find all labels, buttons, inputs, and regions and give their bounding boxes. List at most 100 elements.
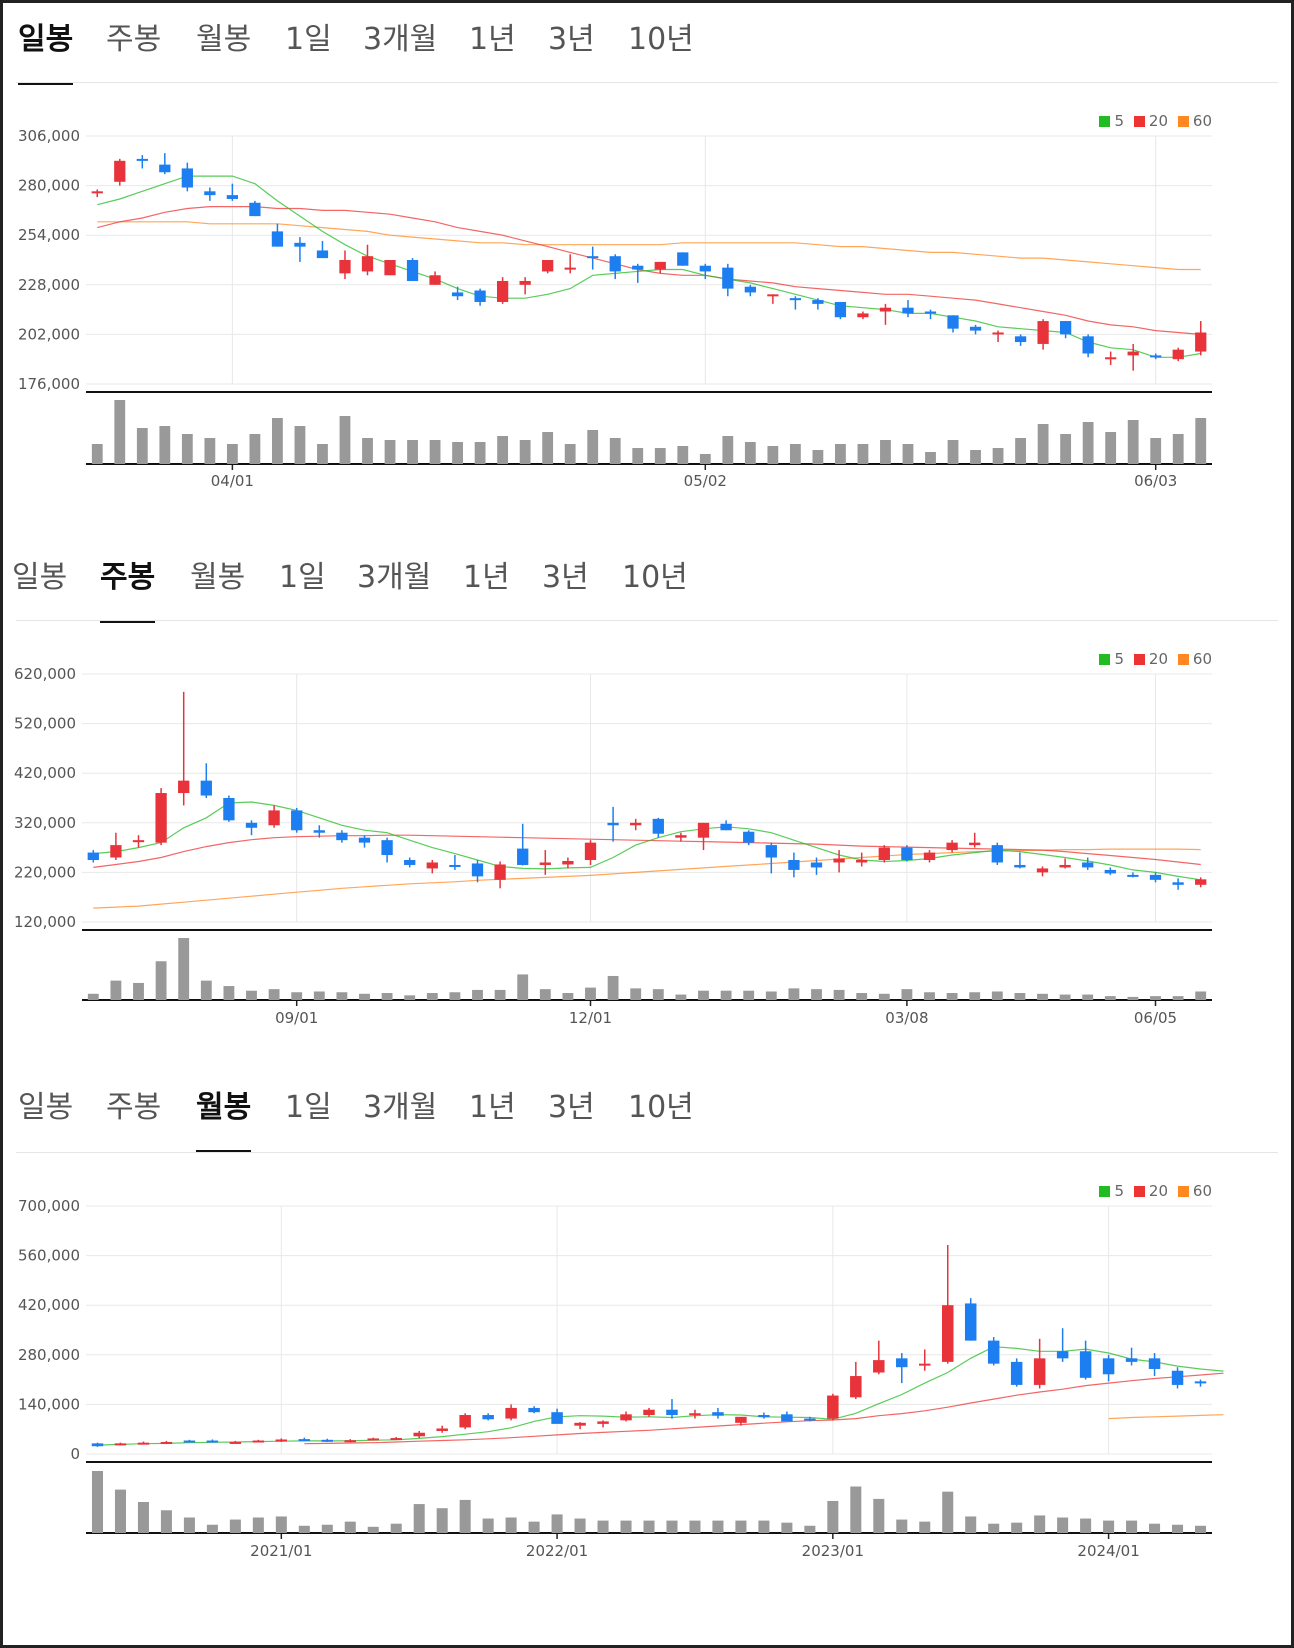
candle bbox=[735, 1416, 747, 1426]
candle bbox=[630, 818, 642, 831]
volume-bar bbox=[159, 426, 171, 464]
candle-body bbox=[471, 863, 484, 877]
tab-1day[interactable]: 1일 bbox=[285, 1090, 332, 1125]
tab-monthly[interactable]: 월봉 bbox=[190, 560, 246, 595]
candle-body bbox=[1172, 349, 1184, 360]
candle bbox=[482, 1413, 494, 1421]
candle bbox=[1104, 867, 1116, 875]
candle bbox=[226, 183, 239, 201]
candle-body bbox=[519, 280, 531, 285]
tab-1year[interactable]: 1년 bbox=[469, 22, 516, 57]
tab-3years[interactable]: 3년 bbox=[548, 22, 595, 57]
candle-body bbox=[1102, 1358, 1115, 1375]
candle bbox=[804, 1416, 816, 1422]
y-tick-label: 420,000 bbox=[14, 764, 76, 782]
tab-weekly[interactable]: 주봉 bbox=[106, 1090, 162, 1125]
candle-body bbox=[517, 848, 529, 865]
y-tick-label: 280,000 bbox=[18, 1346, 80, 1364]
tab-daily[interactable]: 일봉 bbox=[18, 1090, 74, 1125]
volume-bar bbox=[1057, 1517, 1069, 1533]
volume-bar bbox=[743, 990, 755, 1000]
tab-10years[interactable]: 10년 bbox=[628, 1090, 694, 1125]
candle-body bbox=[758, 1415, 770, 1418]
volume-bar bbox=[206, 1524, 218, 1533]
chart-panel-daily: 일봉 주봉 월봉 1일 3개월 1년 3년 10년 60 20 5 306,000 280,000 254… bbox=[0, 0, 1294, 530]
candle bbox=[87, 850, 99, 863]
tab-10years[interactable]: 10년 bbox=[628, 22, 694, 57]
x-tick-label: 09/01 bbox=[275, 1009, 318, 1027]
candle-body bbox=[919, 1363, 931, 1366]
candle-body bbox=[298, 1439, 311, 1442]
tab-monthly[interactable]: 월봉 bbox=[196, 1090, 252, 1125]
volume-bar bbox=[367, 1526, 379, 1533]
candle bbox=[539, 850, 551, 875]
tab-3months[interactable]: 3개월 bbox=[363, 1090, 438, 1125]
candle-body bbox=[1125, 1358, 1138, 1362]
candle bbox=[426, 860, 438, 874]
candle-body bbox=[677, 252, 689, 266]
candle-body bbox=[226, 195, 239, 199]
tab-1year[interactable]: 1년 bbox=[463, 560, 510, 595]
candle-body bbox=[781, 1414, 793, 1422]
tab-weekly[interactable]: 주봉 bbox=[106, 22, 162, 57]
volume-bar bbox=[1195, 418, 1207, 464]
candle-body bbox=[223, 798, 235, 821]
y-tick-label: 228,000 bbox=[18, 276, 80, 294]
candle-body bbox=[833, 858, 845, 863]
candle-body bbox=[964, 1303, 977, 1341]
candle bbox=[743, 830, 755, 846]
x-tick-label: 03/08 bbox=[885, 1009, 928, 1027]
y-tick-label: 700,000 bbox=[18, 1197, 80, 1215]
candle bbox=[110, 832, 122, 860]
candle-body bbox=[271, 231, 284, 247]
candle-body bbox=[137, 1442, 150, 1445]
volume-bar bbox=[137, 1502, 149, 1533]
tab-weekly[interactable]: 주봉 bbox=[100, 560, 156, 595]
candle bbox=[827, 1393, 839, 1421]
candle bbox=[252, 1439, 265, 1443]
volume-bar bbox=[482, 1518, 494, 1533]
tab-3months[interactable]: 3개월 bbox=[363, 22, 438, 57]
volume-bar bbox=[1127, 996, 1139, 1000]
candle bbox=[812, 298, 824, 310]
tab-3years[interactable]: 3년 bbox=[548, 1090, 595, 1125]
candle-body bbox=[856, 860, 868, 863]
candle-body bbox=[275, 1439, 288, 1442]
legend-swatch-ma5 bbox=[1099, 1186, 1110, 1197]
volume-bar bbox=[562, 993, 574, 1000]
tab-3months[interactable]: 3개월 bbox=[357, 560, 432, 595]
volume-bar bbox=[788, 988, 800, 1000]
candle bbox=[919, 1349, 931, 1371]
candle bbox=[1059, 321, 1072, 339]
candle bbox=[1102, 1354, 1115, 1382]
tab-1day[interactable]: 1일 bbox=[285, 22, 332, 57]
candle-body bbox=[344, 1440, 357, 1443]
tab-1day[interactable]: 1일 bbox=[279, 560, 326, 595]
legend-swatch-ma20 bbox=[1134, 654, 1145, 665]
candle-body bbox=[160, 1441, 173, 1444]
candle bbox=[275, 1438, 288, 1442]
candle-body bbox=[654, 261, 666, 270]
y-tick-label: 0 bbox=[70, 1445, 80, 1463]
tab-daily[interactable]: 일봉 bbox=[18, 22, 74, 57]
active-tab-underline bbox=[100, 620, 155, 623]
candle-body bbox=[291, 810, 303, 831]
tab-monthly[interactable]: 월봉 bbox=[196, 22, 252, 57]
candle bbox=[114, 1442, 127, 1446]
candle-body bbox=[643, 1409, 655, 1416]
volume-bar bbox=[1194, 1525, 1207, 1533]
candle bbox=[451, 286, 464, 301]
tab-daily[interactable]: 일봉 bbox=[12, 560, 68, 595]
candle-body bbox=[896, 1358, 908, 1368]
tab-3years[interactable]: 3년 bbox=[542, 560, 589, 595]
legend-swatch-ma60 bbox=[1178, 116, 1189, 127]
tab-1year[interactable]: 1년 bbox=[469, 1090, 516, 1125]
candle bbox=[1127, 872, 1139, 878]
volume-bar bbox=[229, 1519, 241, 1533]
tab-10years[interactable]: 10년 bbox=[622, 560, 688, 595]
candle bbox=[765, 842, 777, 874]
volume-bar bbox=[1015, 438, 1026, 464]
legend-label-ma60: 60 bbox=[1193, 1182, 1212, 1200]
candle-body bbox=[609, 256, 621, 272]
candle-body bbox=[767, 294, 779, 297]
